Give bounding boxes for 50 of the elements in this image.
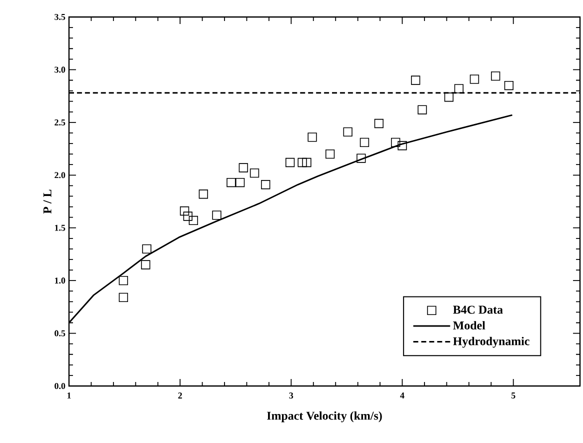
point — [398, 141, 407, 150]
point — [374, 118, 384, 128]
point — [308, 132, 317, 142]
point — [470, 74, 480, 84]
point — [226, 178, 236, 188]
point — [238, 163, 248, 172]
point — [261, 180, 270, 190]
point — [391, 138, 400, 148]
legend-label: Model — [453, 321, 486, 330]
x-axis-title: Impact Velocity (km/s) — [267, 411, 382, 422]
x-tick-label: 5 — [511, 392, 516, 398]
point — [250, 168, 260, 178]
point — [235, 178, 245, 188]
point — [188, 216, 198, 226]
point — [356, 154, 366, 163]
point — [302, 158, 312, 168]
y-tick-label: 1.5 — [54, 224, 66, 231]
y-tick-label: 3.5 — [54, 14, 66, 20]
x-tick-label: 2 — [178, 392, 182, 398]
point — [444, 92, 454, 102]
point — [212, 210, 222, 220]
y-tick-label: 0.0 — [54, 382, 66, 390]
y-axis-title: P / L — [43, 190, 52, 214]
x-tick-label: 3 — [289, 392, 294, 399]
point — [285, 158, 295, 168]
point — [325, 149, 335, 159]
point — [298, 158, 307, 168]
y-tick-label: 2.0 — [54, 172, 66, 178]
point — [183, 212, 192, 221]
x-tick-label: 1 — [67, 392, 71, 398]
y-tick-label: 2.5 — [54, 119, 66, 126]
point — [198, 190, 208, 199]
point — [504, 80, 514, 90]
point — [454, 84, 464, 94]
y-tick-label: 1.0 — [54, 278, 66, 284]
point — [142, 244, 152, 254]
point — [180, 206, 190, 216]
y-tick-label: 0.5 — [54, 330, 66, 336]
point — [411, 76, 420, 85]
point — [360, 138, 370, 148]
x-tick-label: 4 — [400, 392, 404, 398]
y-tick-label: 3.0 — [54, 66, 66, 73]
legend-label: B4C Data — [453, 306, 503, 314]
point — [343, 127, 352, 136]
point — [141, 260, 150, 270]
point — [418, 105, 427, 114]
point — [118, 292, 128, 302]
point — [118, 276, 128, 286]
legend-label: Hydrodynamic — [453, 336, 530, 348]
point — [490, 71, 500, 81]
